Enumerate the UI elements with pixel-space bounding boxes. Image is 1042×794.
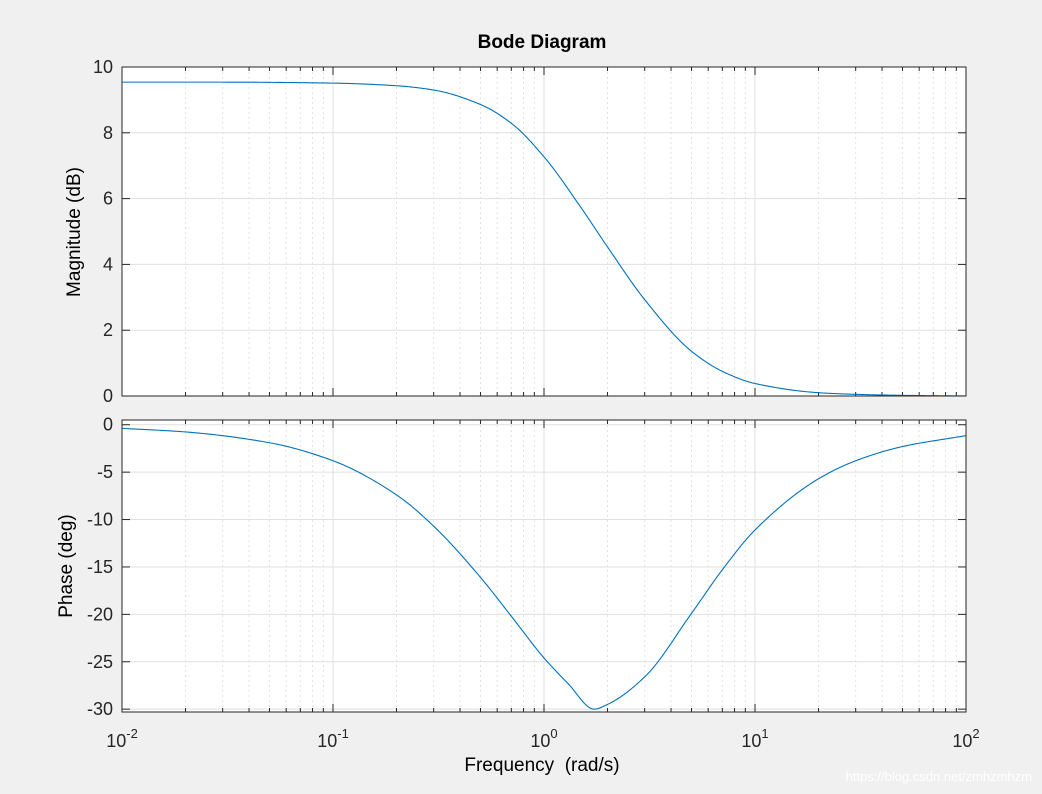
magnitude-curve [122,81,967,397]
magnitude-ytick-label: 8 [103,123,113,143]
magnitude-ytick-label: 4 [103,254,113,274]
phase-axes: 0 -5 -10 -15 -20 -25 -30 10-2 10-1 100 101 102 [87,415,980,751]
phase-ytick-label: 0 [103,415,113,435]
chart-title: Bode Diagram [478,32,607,53]
magnitude-axes: 0 2 4 6 8 10 [93,57,967,406]
magnitude-ytick-label: 6 [103,189,113,209]
xtick-label: 101 [741,726,768,751]
xtick-label: 102 [952,726,979,751]
magnitude-axes-box [121,66,967,397]
phase-ylabel: Phase (deg) [56,514,77,618]
xtick-label: 100 [530,726,557,751]
watermark: https://blog.csdn.net/zmhzmhzm [846,769,1032,784]
xtick-label: 10-2 [106,726,138,751]
magnitude-ytick-label: 2 [103,320,113,340]
magnitude-ylabel: Magnitude (dB) [64,167,85,297]
xtick-label: 10-1 [317,726,349,751]
x-axis-label: Frequency (rad/s) [464,755,619,776]
phase-axes-box [121,419,967,713]
phase-ytick-label: -5 [97,462,113,482]
phase-ytick-label: -15 [87,557,113,577]
phase-ytick-label: -25 [87,652,113,672]
phase-curve [121,427,967,710]
phase-ytick-label: -10 [87,510,113,530]
phase-ytick-label: -20 [87,604,113,624]
magnitude-ytick-label: 10 [93,57,113,77]
phase-ytick-label: -30 [87,699,113,719]
magnitude-ytick-label: 0 [103,386,113,406]
